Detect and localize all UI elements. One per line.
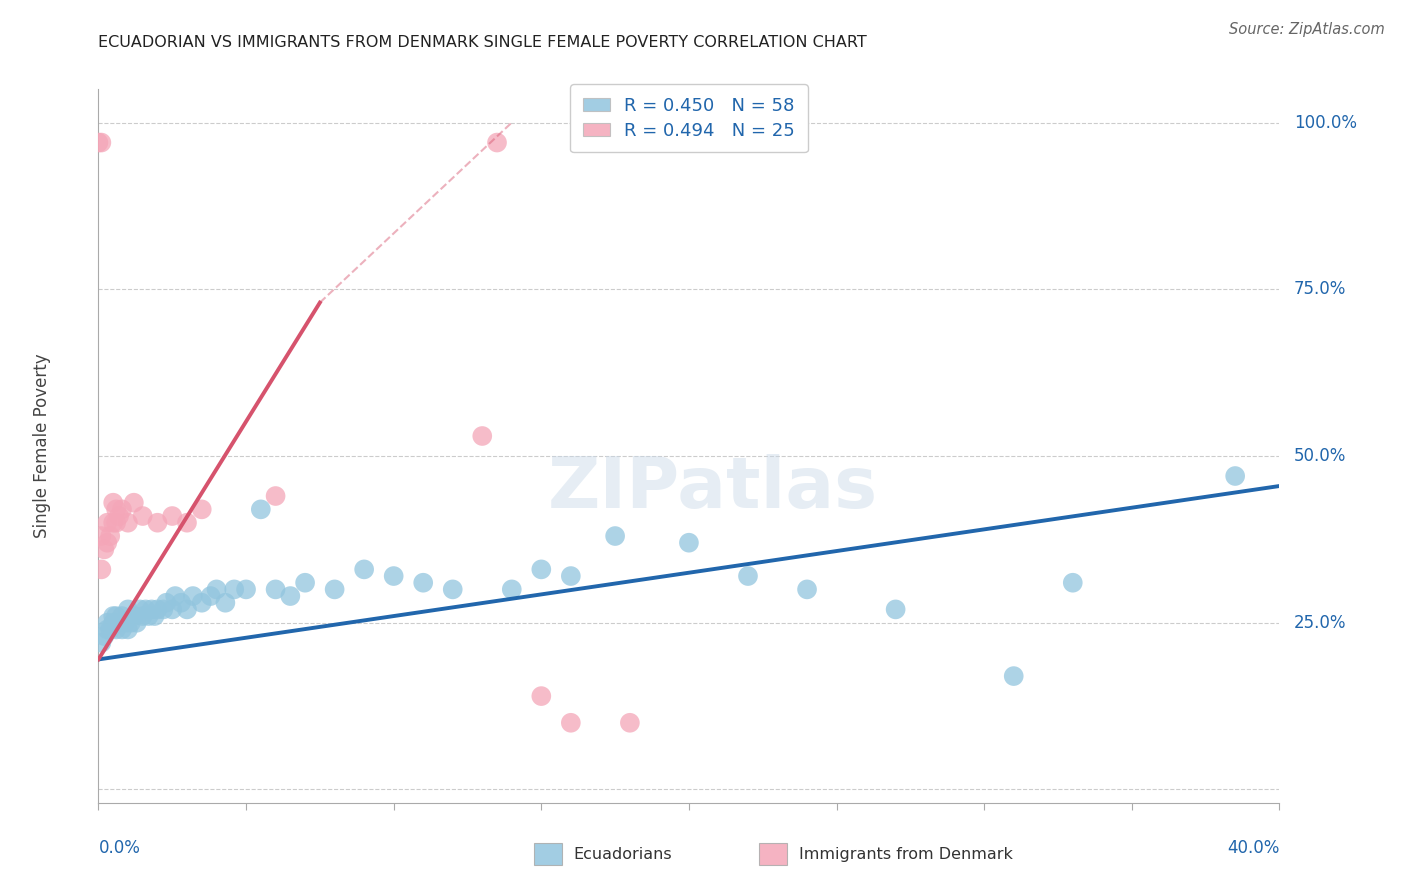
Point bbox=[105, 623, 128, 637]
Text: ZIPatlas: ZIPatlas bbox=[547, 454, 877, 524]
Point bbox=[105, 609, 128, 624]
Point bbox=[108, 615, 131, 630]
Point bbox=[486, 136, 509, 150]
Point bbox=[191, 596, 214, 610]
Text: 100.0%: 100.0% bbox=[1294, 113, 1357, 131]
Point bbox=[135, 602, 157, 616]
Point bbox=[111, 502, 134, 516]
Text: 75.0%: 75.0% bbox=[1294, 280, 1346, 298]
Point bbox=[1225, 469, 1247, 483]
Point bbox=[138, 609, 160, 624]
Point bbox=[146, 602, 169, 616]
Point bbox=[117, 623, 139, 637]
Text: 40.0%: 40.0% bbox=[1227, 839, 1279, 857]
Point bbox=[323, 582, 346, 597]
Point bbox=[103, 496, 125, 510]
Point bbox=[125, 615, 148, 630]
Point bbox=[471, 429, 494, 443]
Point bbox=[214, 596, 236, 610]
Point bbox=[412, 575, 434, 590]
Point bbox=[176, 516, 198, 530]
Point bbox=[170, 596, 193, 610]
Point bbox=[1062, 575, 1084, 590]
Point bbox=[132, 509, 155, 524]
Point bbox=[530, 689, 553, 703]
Point bbox=[111, 609, 134, 624]
Point bbox=[105, 502, 128, 516]
Point bbox=[294, 575, 316, 590]
Point bbox=[678, 535, 700, 549]
Text: 0.0%: 0.0% bbox=[98, 839, 141, 857]
Point bbox=[162, 602, 183, 616]
Point bbox=[96, 516, 118, 530]
Point bbox=[105, 516, 128, 530]
Point bbox=[90, 529, 112, 543]
Point bbox=[114, 615, 136, 630]
Point bbox=[501, 582, 523, 597]
Text: Immigrants from Denmark: Immigrants from Denmark bbox=[799, 847, 1012, 862]
Point bbox=[605, 529, 627, 543]
Point bbox=[205, 582, 228, 597]
Point bbox=[162, 509, 183, 524]
Point bbox=[90, 562, 112, 576]
Point bbox=[796, 582, 818, 597]
Point bbox=[117, 516, 139, 530]
Point bbox=[93, 629, 115, 643]
Legend: R = 0.450   N = 58, R = 0.494   N = 25: R = 0.450 N = 58, R = 0.494 N = 25 bbox=[571, 84, 807, 153]
Text: Source: ZipAtlas.com: Source: ZipAtlas.com bbox=[1229, 22, 1385, 37]
Point bbox=[146, 516, 169, 530]
Point bbox=[176, 602, 198, 616]
Text: Ecuadorians: Ecuadorians bbox=[574, 847, 672, 862]
Point bbox=[98, 529, 121, 543]
Text: Single Female Poverty: Single Female Poverty bbox=[32, 354, 51, 538]
Point bbox=[353, 562, 375, 576]
Point bbox=[165, 589, 187, 603]
Point bbox=[200, 589, 222, 603]
Point bbox=[143, 609, 166, 624]
Point bbox=[141, 602, 163, 616]
Text: ECUADORIAN VS IMMIGRANTS FROM DENMARK SINGLE FEMALE POVERTY CORRELATION CHART: ECUADORIAN VS IMMIGRANTS FROM DENMARK SI… bbox=[98, 35, 868, 50]
Point bbox=[884, 602, 907, 616]
Point bbox=[530, 562, 553, 576]
Point bbox=[264, 582, 287, 597]
Point bbox=[90, 636, 112, 650]
Point bbox=[103, 615, 125, 630]
Point bbox=[98, 623, 121, 637]
Point bbox=[90, 136, 112, 150]
Text: 25.0%: 25.0% bbox=[1294, 614, 1346, 632]
Point bbox=[191, 502, 214, 516]
Point bbox=[96, 623, 118, 637]
Point bbox=[235, 582, 257, 597]
Point bbox=[120, 615, 142, 630]
Point bbox=[152, 602, 174, 616]
Point bbox=[619, 715, 641, 730]
Point bbox=[382, 569, 405, 583]
Point bbox=[560, 715, 582, 730]
Point bbox=[122, 609, 145, 624]
Point bbox=[181, 589, 204, 603]
Point bbox=[96, 615, 118, 630]
Point bbox=[122, 496, 145, 510]
Point bbox=[132, 609, 155, 624]
Point bbox=[264, 489, 287, 503]
Point bbox=[155, 596, 177, 610]
Point bbox=[117, 602, 139, 616]
Point bbox=[280, 589, 302, 603]
Point bbox=[103, 516, 125, 530]
Point bbox=[224, 582, 246, 597]
Point bbox=[737, 569, 759, 583]
Point bbox=[560, 569, 582, 583]
Point bbox=[108, 509, 131, 524]
Point bbox=[93, 542, 115, 557]
Point bbox=[96, 535, 118, 549]
Point bbox=[1002, 669, 1025, 683]
Point bbox=[441, 582, 464, 597]
Point bbox=[103, 609, 125, 624]
Point bbox=[128, 602, 150, 616]
Point bbox=[111, 623, 134, 637]
Point bbox=[250, 502, 273, 516]
Text: 50.0%: 50.0% bbox=[1294, 447, 1346, 465]
Point bbox=[87, 136, 110, 150]
